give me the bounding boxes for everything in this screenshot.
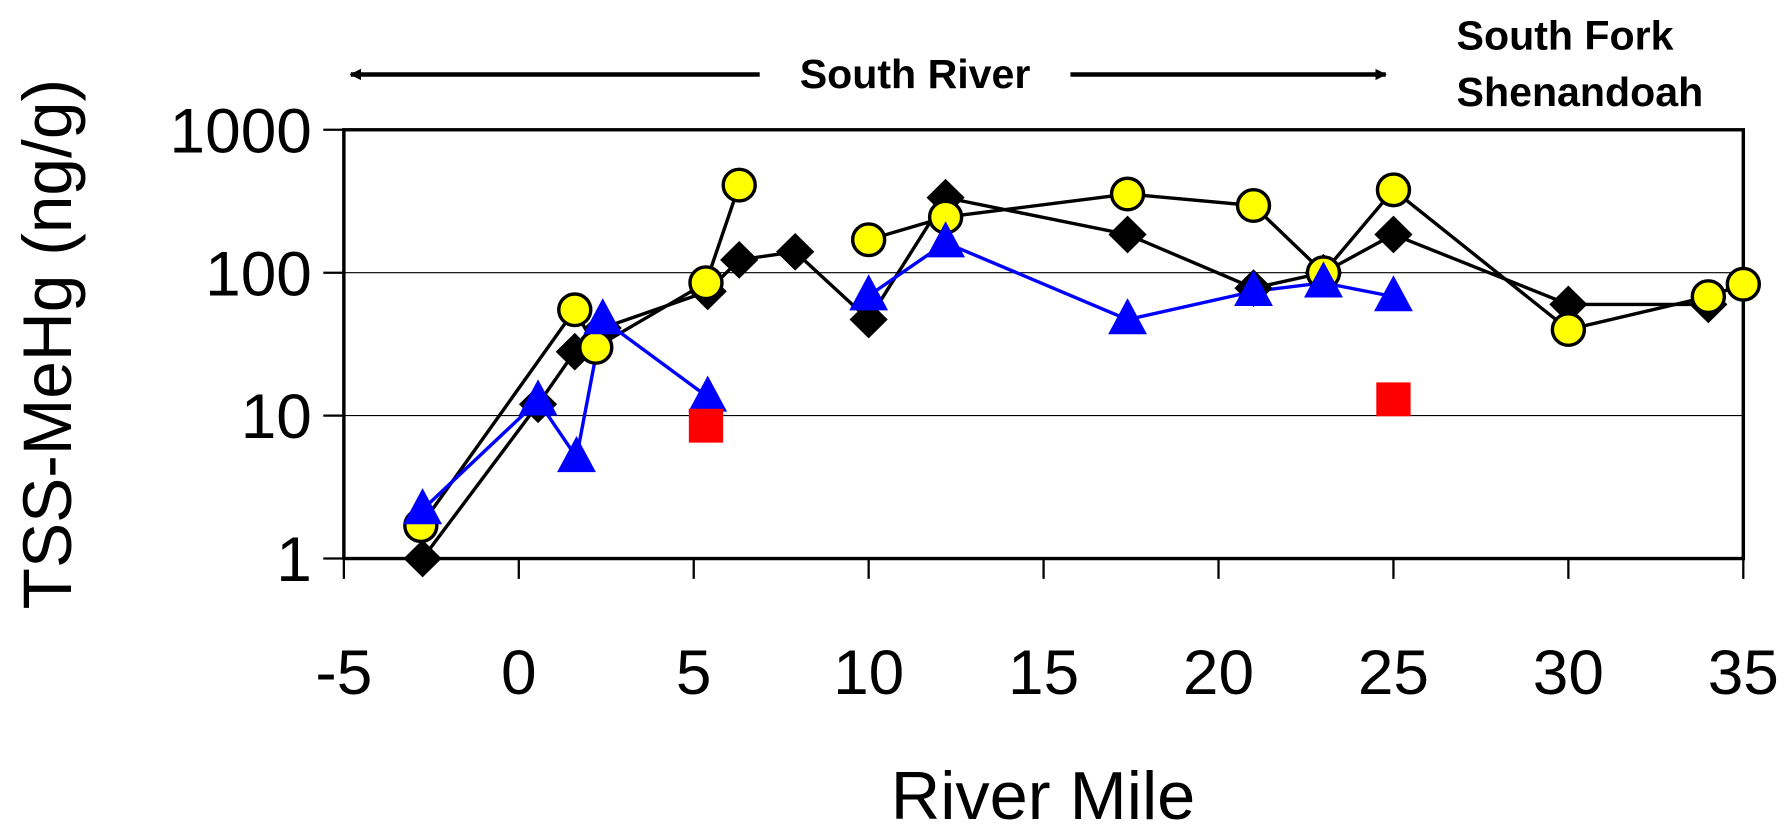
x-tick-label: 5 — [676, 637, 712, 708]
x-tick-label: -5 — [315, 637, 372, 708]
plot-area: 1 10 100 1000 -5 0 5 10 15 20 25 30 35 — [170, 96, 1779, 708]
x-tick-label: 10 — [833, 637, 904, 708]
marker — [849, 274, 889, 311]
marker — [1550, 312, 1587, 348]
marker — [776, 232, 815, 271]
marker — [403, 539, 442, 578]
marker — [1374, 215, 1413, 254]
series-line — [421, 195, 1709, 560]
y-tick-label: 1000 — [170, 96, 312, 167]
marker — [1304, 261, 1343, 298]
plot-frame — [342, 128, 1746, 561]
marker — [557, 435, 596, 473]
x-tick-label: 35 — [1708, 637, 1779, 708]
y-tick-label: 100 — [205, 239, 312, 310]
marker — [688, 375, 728, 412]
x-tick-label: 15 — [1008, 637, 1079, 708]
x-tick-label: 20 — [1183, 637, 1254, 708]
marker — [688, 265, 724, 301]
y-axis-title: TSS-MeHg (ng/g) — [9, 79, 85, 609]
marker — [1374, 275, 1413, 312]
series-line — [419, 184, 1744, 527]
marker — [518, 379, 558, 416]
y-tick-label: 1 — [276, 524, 312, 595]
x-tick-label: 25 — [1358, 637, 1429, 708]
marker — [688, 408, 724, 443]
marker — [1109, 176, 1146, 212]
x-tick-label: 0 — [501, 637, 537, 708]
marker — [557, 292, 593, 328]
marker — [403, 488, 443, 525]
annotation: Shenandoah — [1457, 69, 1704, 115]
annotation: South River — [800, 51, 1031, 97]
marker — [1376, 382, 1411, 417]
x-tick-label: 30 — [1533, 637, 1604, 708]
marker — [721, 167, 757, 203]
x-axis-title: River Mile — [891, 759, 1196, 835]
marker — [578, 329, 614, 365]
marker — [850, 222, 887, 258]
marker — [1690, 279, 1727, 315]
marker — [1725, 266, 1762, 302]
annotation: South Fork — [1457, 13, 1674, 59]
marker — [1235, 188, 1272, 224]
marker — [1375, 172, 1412, 208]
y-tick-label: 10 — [241, 382, 312, 453]
marker — [1108, 298, 1147, 335]
marker — [1234, 269, 1273, 307]
marker — [849, 300, 888, 339]
marker — [720, 240, 759, 279]
marker — [583, 298, 623, 335]
marker — [926, 221, 966, 258]
marker — [1108, 215, 1147, 254]
